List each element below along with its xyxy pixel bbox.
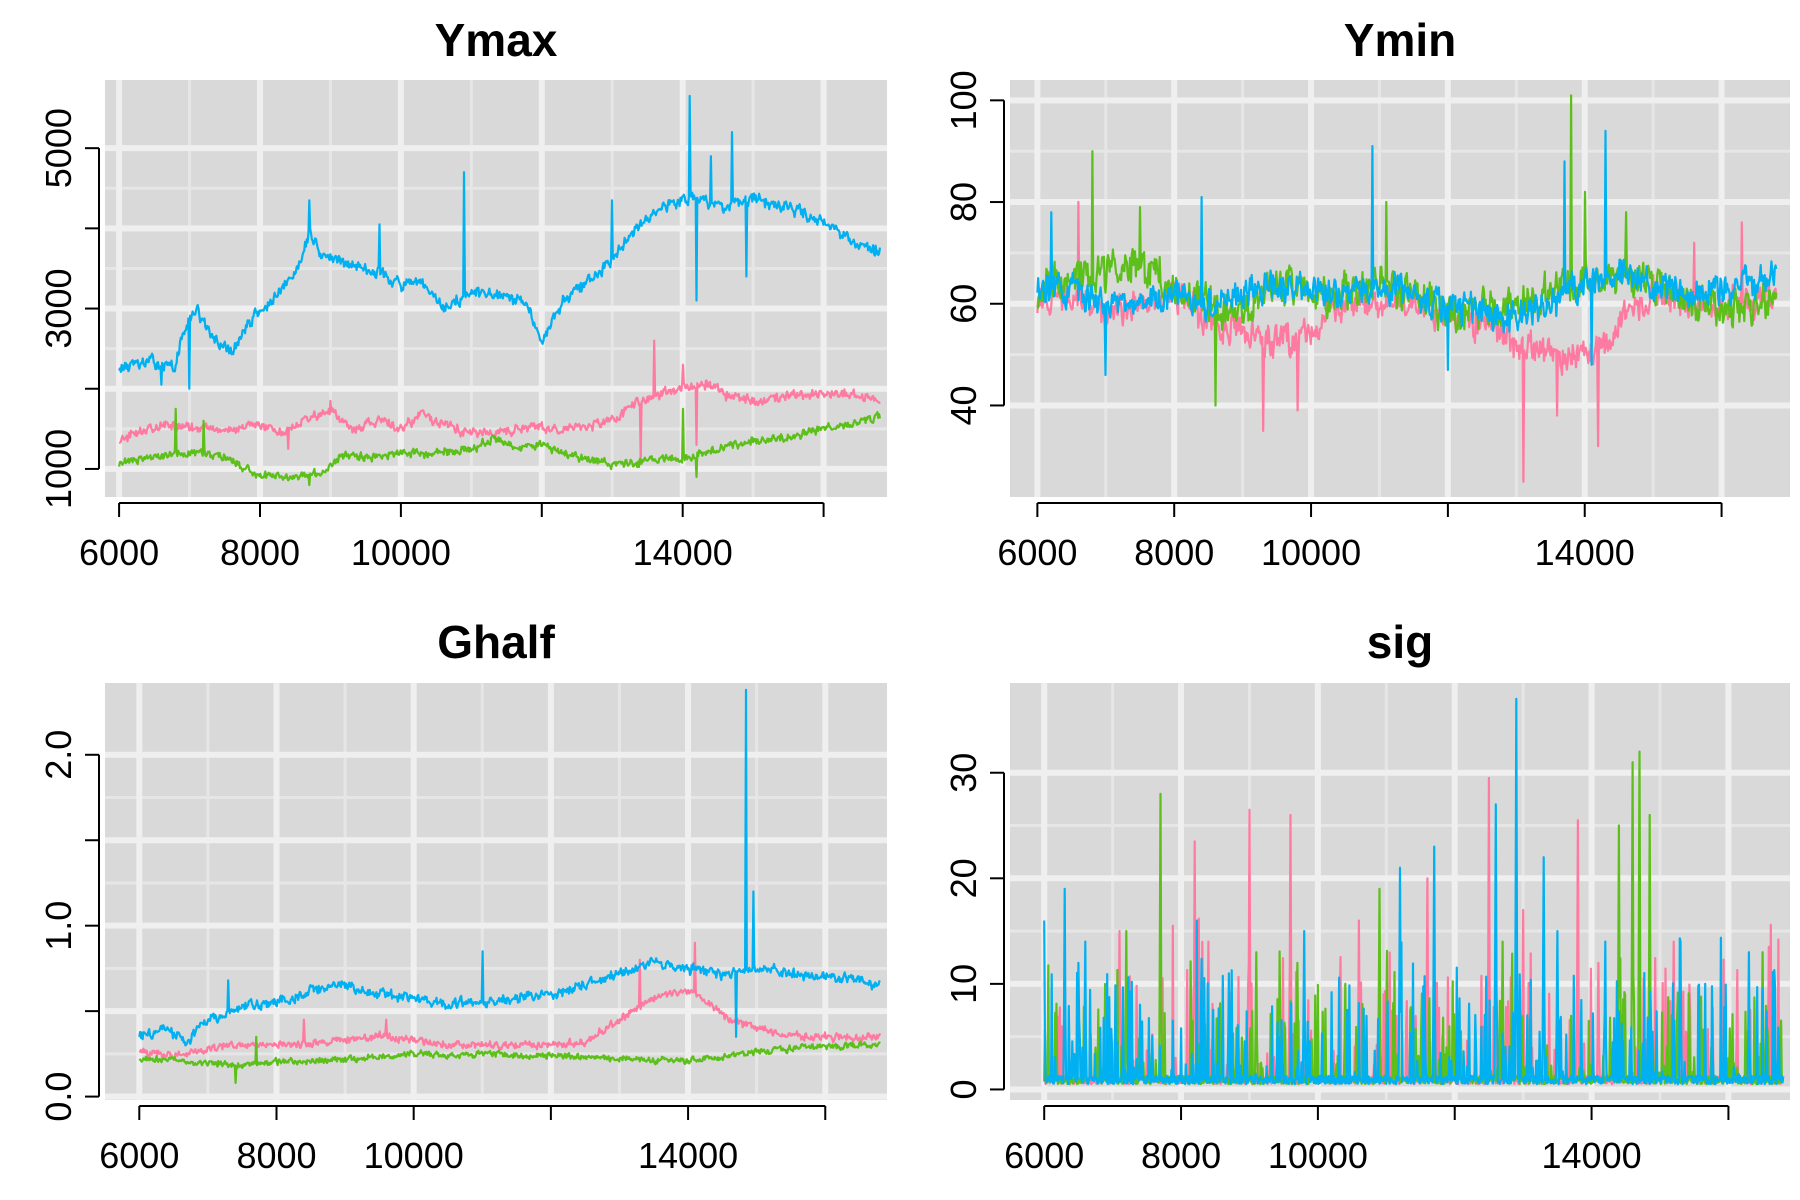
series-group [118,94,882,487]
gridlines [105,683,887,1100]
y-axis: 0.0 1.0 2.0 [38,730,100,1122]
y-tick-label: 80 [943,182,984,222]
y-tick-label: 20 [943,858,984,898]
series-line-1 [118,94,882,390]
y-tick-label: 40 [943,385,984,425]
panel-title: Ymin [1344,14,1456,66]
x-tick-label: 8000 [220,532,300,573]
y-tick-label: 1000 [38,429,79,509]
x-tick-label: 10000 [351,532,451,573]
x-tick-label: 14000 [1542,1135,1642,1176]
panel-ymin: 6000 8000 10000 14000 40 60 80 100 Ymin [943,14,1790,573]
y-tick-label: 10 [943,964,984,1004]
y-tick-label: 0 [943,1079,984,1099]
x-tick-label: 6000 [997,532,1077,573]
x-tick-label: 10000 [1261,532,1361,573]
x-tick-label: 8000 [236,1135,316,1176]
x-tick-label: 6000 [1004,1135,1084,1176]
series-line-1 [1036,200,1778,483]
y-tick-label: 2.0 [38,730,79,780]
y-tick-label: 30 [943,753,984,793]
y-tick-label: 60 [943,284,984,324]
x-tick-label: 8000 [1141,1135,1221,1176]
series-group [1036,94,1778,483]
panel-title: Ymax [435,14,558,66]
series-group [1043,697,1785,1086]
x-axis: 6000 8000 10000 14000 [99,1105,827,1176]
x-tick-label: 14000 [1535,532,1635,573]
series-group [138,688,882,1084]
panel-sig: 6000 8000 10000 14000 0 10 20 30 sig [943,616,1790,1176]
series-line-3 [138,688,881,1047]
y-axis: 40 60 80 100 [943,70,1005,425]
y-tick-label: 0.0 [38,1072,79,1122]
panel-ghalf: 6000 8000 10000 14000 0.0 1.0 2.0 Ghalf [38,616,887,1176]
panel-ymax: 6000 8000 10000 14000 1000 3000 5000 Ymax [38,14,887,573]
x-axis: 6000 8000 10000 14000 [997,502,1723,573]
y-axis: 0 10 20 30 [943,753,1005,1099]
plot-background [105,683,887,1100]
x-axis: 6000 8000 10000 14000 [79,502,825,573]
y-tick-label: 100 [943,70,984,130]
series-line-3 [118,407,882,487]
x-tick-label: 10000 [364,1135,464,1176]
y-axis: 1000 3000 5000 [38,108,100,509]
series-line-3 [1036,129,1778,377]
x-tick-label: 6000 [99,1135,179,1176]
panel-title: Ghalf [437,616,555,668]
series-line-2 [118,339,881,462]
x-tick-label: 14000 [638,1135,738,1176]
y-tick-label: 1.0 [38,901,79,951]
y-tick-label: 5000 [38,108,79,188]
x-tick-label: 8000 [1134,532,1214,573]
series-line-3 [1043,697,1785,1086]
x-tick-label: 6000 [79,532,159,573]
x-tick-label: 10000 [1268,1135,1368,1176]
series-line-2 [138,1035,881,1084]
x-tick-label: 14000 [633,532,733,573]
panel-title: sig [1367,616,1433,668]
y-tick-label: 3000 [38,269,79,349]
series-line-1 [138,941,882,1062]
x-axis: 6000 8000 10000 14000 [1004,1105,1730,1176]
